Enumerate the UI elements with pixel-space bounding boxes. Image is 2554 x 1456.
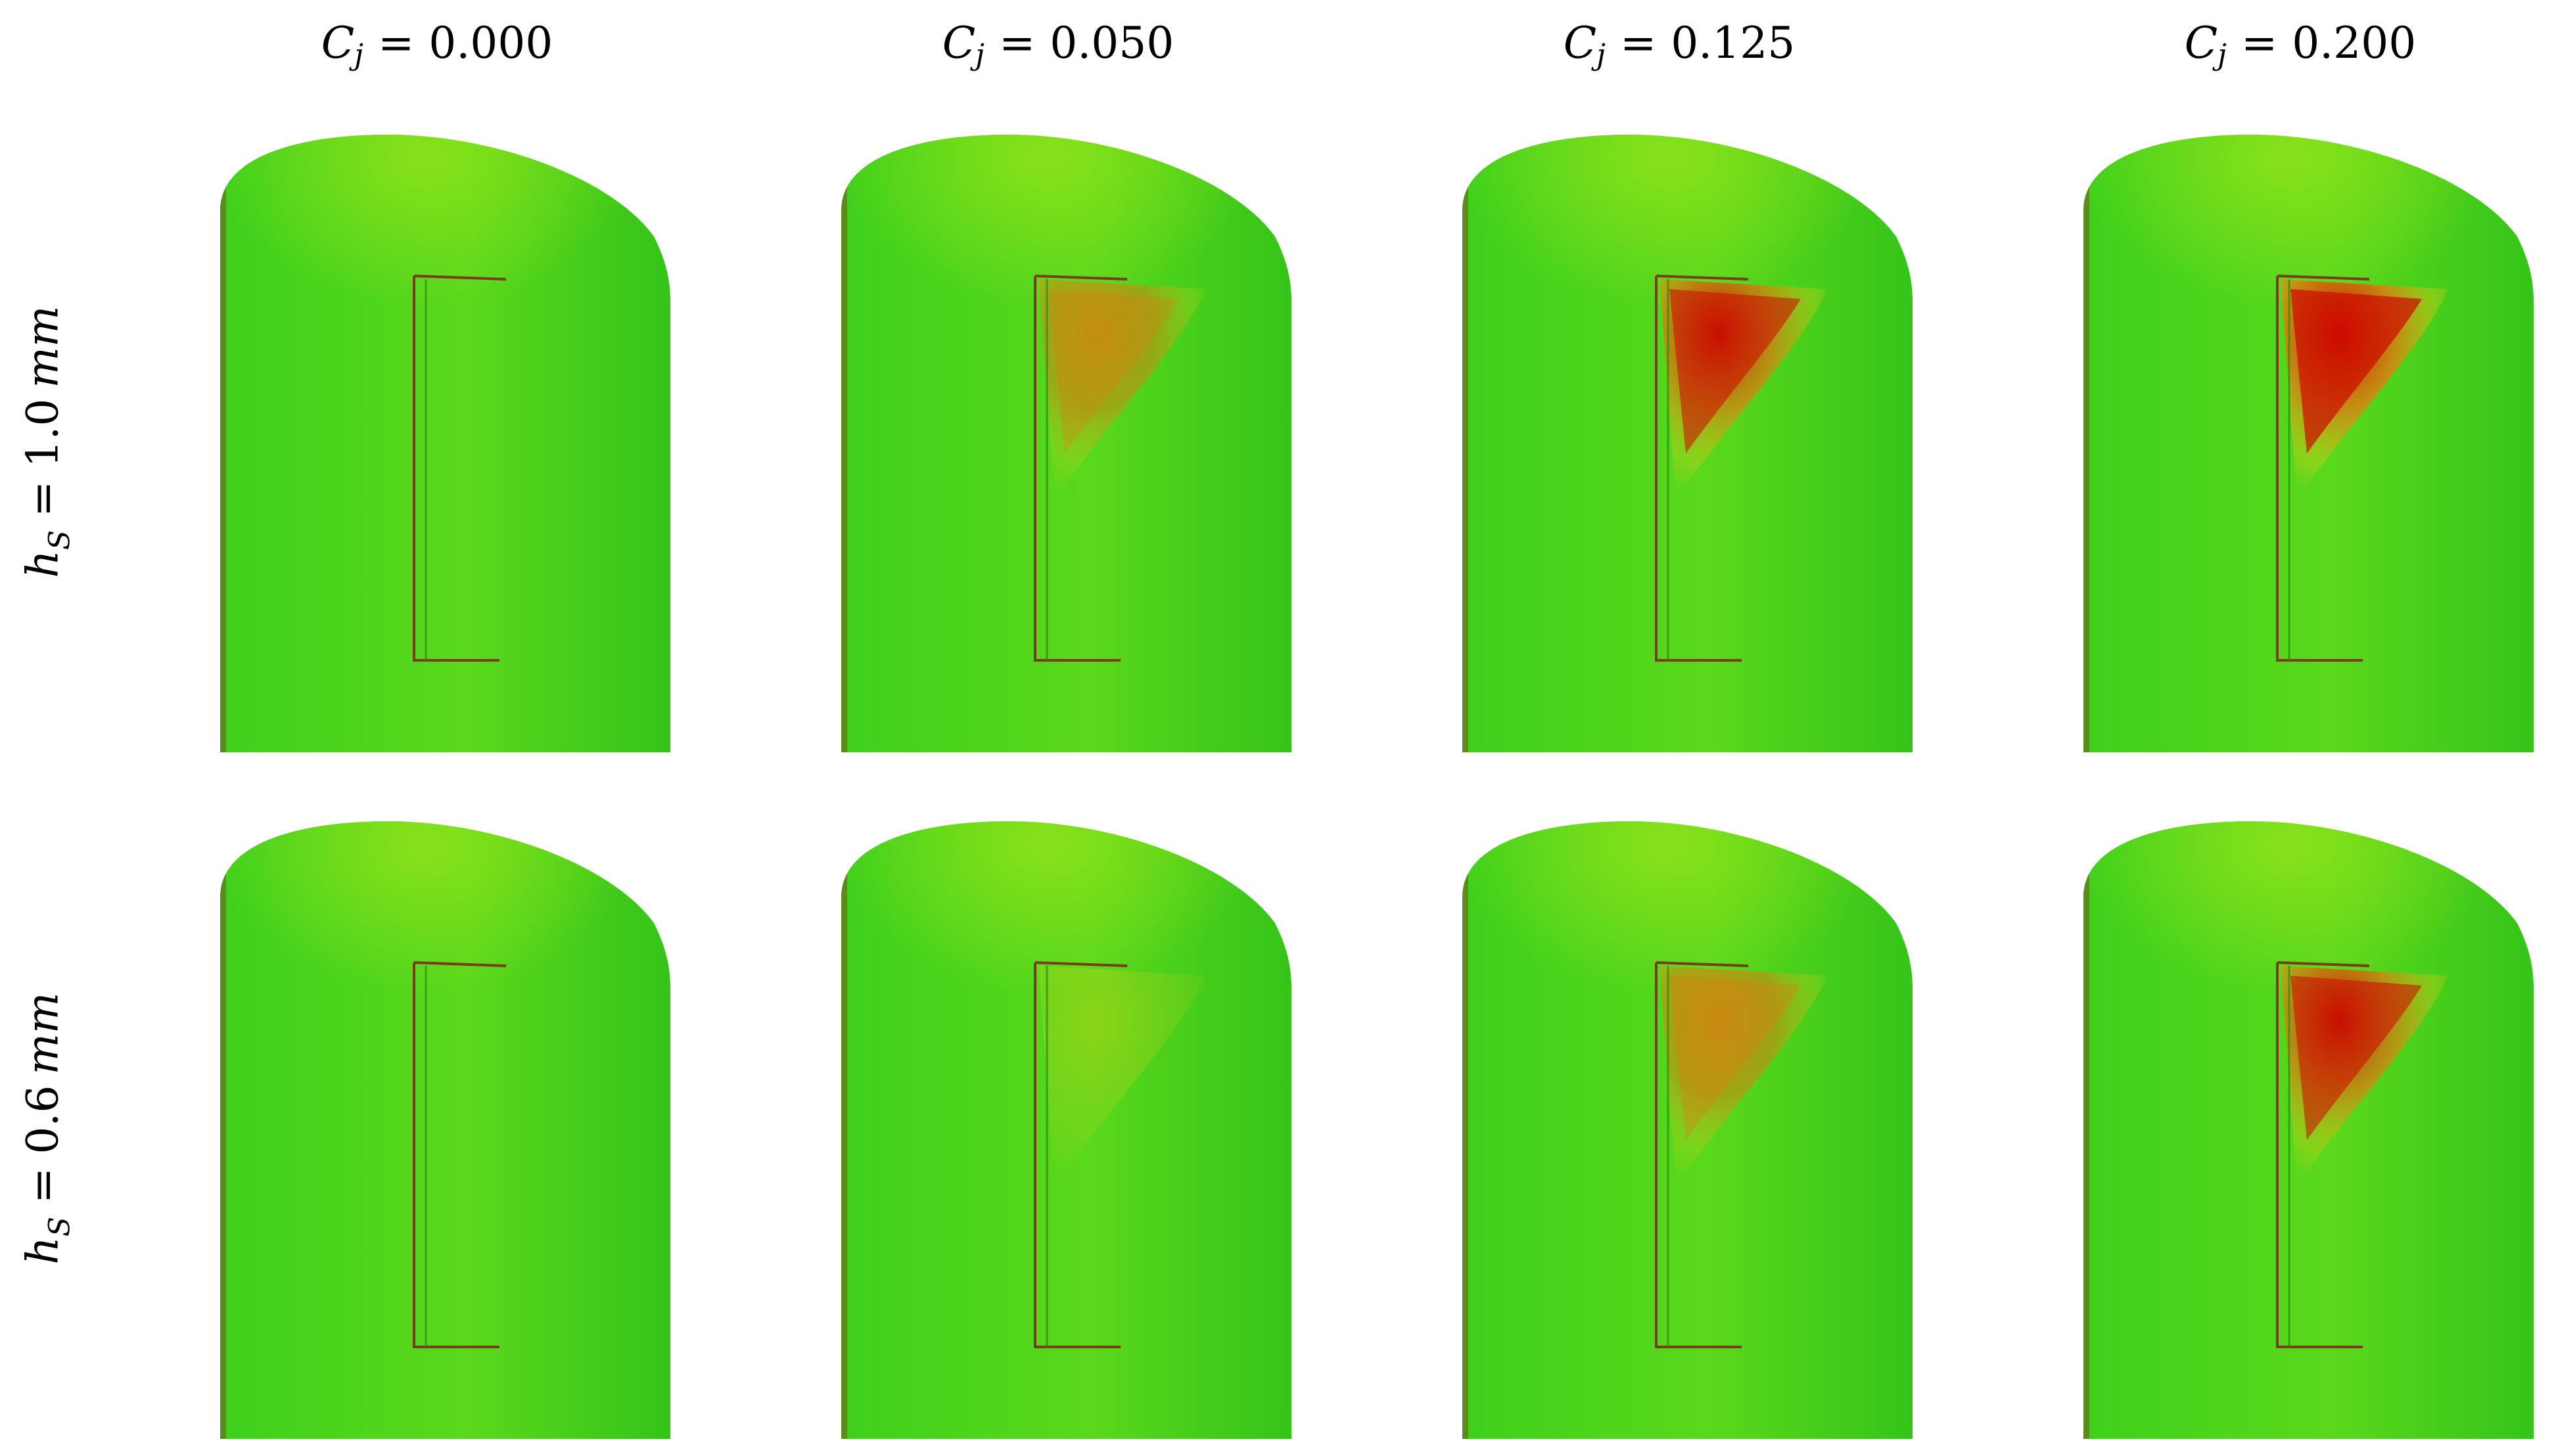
column-header-subscript: j [354,37,363,72]
column-header-value: 0.200 [2292,17,2417,68]
row-label-symbol: h [17,550,68,578]
row-label-unit: mm [17,992,68,1075]
contour-plot [220,135,670,752]
contour-plot [2083,135,2534,752]
row-label-subscript: S [43,530,77,551]
row-label-operator: = [17,1167,68,1204]
slot-outline [1034,961,1128,1348]
column-header-value: 0.125 [1671,17,1796,68]
column-header-operator: = [2241,17,2278,68]
column-header-subscript: j [975,37,985,72]
contour-panel-r1-c1 [838,818,1298,1439]
contour-plot [841,821,1291,1439]
column-header-symbol: C [942,17,976,68]
contour-plot [1462,821,1913,1439]
row-label-value: 0.6 [17,1085,68,1154]
contour-plot [220,821,670,1439]
column-header-subscript: j [1596,37,1606,72]
slot-outline [413,961,507,1348]
column-header-operator: = [1619,17,1657,68]
column-header-value: 0.050 [1050,17,1174,68]
hot-region [1660,966,1827,1186]
contour-panel-r0-c0 [217,131,677,752]
contour-panel-r1-c2 [1459,818,1919,1439]
slot-outline [1034,275,1128,662]
hot-region-core [1669,976,1801,1140]
contour-panel-r1-c3 [2080,818,2540,1439]
row-label-operator: = [17,480,68,517]
hot-region [1038,279,1206,499]
contour-plot [1462,135,1913,752]
slot-outline [2276,961,2370,1348]
hot-region-core [1669,289,1801,453]
row-label-1: hS = 0.6 mm [0,818,85,1439]
row-label-unit: mm [17,306,68,388]
column-header-symbol: C [1563,17,1597,68]
column-header-operator: = [377,17,415,68]
slot-outline [1655,275,1749,662]
contour-panel-r0-c1 [838,131,1298,752]
slot-outline [413,275,507,662]
hot-region [1038,966,1206,1186]
slot-outline [2276,275,2370,662]
row-label-0: hS = 1.0 mm [0,131,85,752]
contour-panel-r0-c2 [1459,131,1919,752]
contour-plot [2083,821,2534,1439]
contour-panel-r0-c3 [2080,131,2540,752]
column-header-value: 0.000 [429,17,553,68]
contour-panel-r1-c0 [217,818,677,1439]
hot-region-core [1048,289,1180,453]
row-label-symbol: h [17,1237,68,1265]
row-label-subscript: S [43,1216,77,1237]
column-header-symbol: C [321,17,355,68]
slot-outline [1655,961,1749,1348]
hot-region-core [2290,976,2422,1140]
column-header-operator: = [998,17,1036,68]
contour-plot [841,135,1291,752]
column-header-subscript: j [2217,37,2227,72]
column-header-symbol: C [2184,17,2218,68]
hot-region-core [2290,289,2422,453]
row-label-value: 1.0 [17,398,68,468]
